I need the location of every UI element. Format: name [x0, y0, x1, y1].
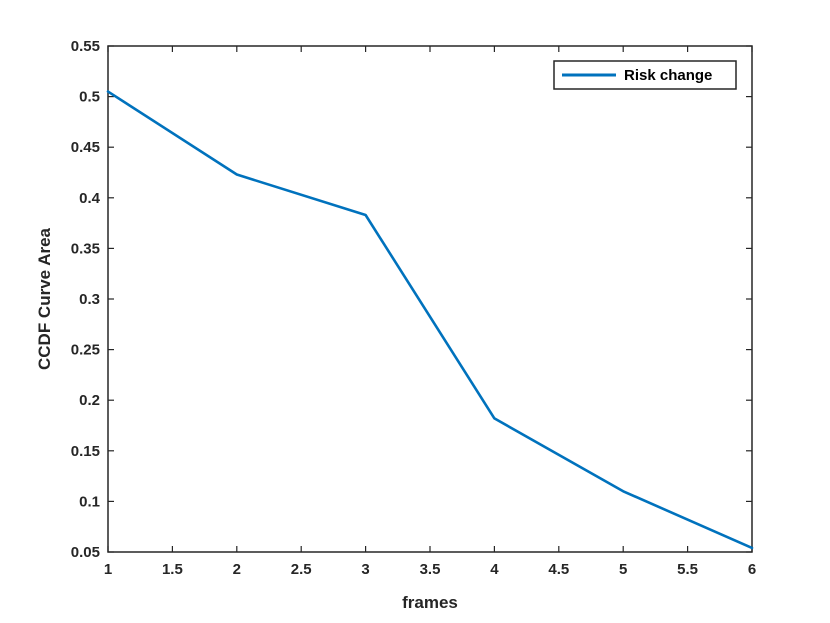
x-tick-label: 3: [361, 561, 369, 578]
x-tick-label: 6: [748, 561, 756, 578]
x-tick-label: 2: [233, 561, 241, 578]
y-tick-label: 0.45: [71, 139, 100, 156]
legend: Risk change: [553, 60, 737, 90]
x-tick-label: 2.5: [291, 561, 312, 578]
y-axis-ticks: 0.05 0.1 0.15 0.2 0.25 0.3 0.35 0.4 0.45 0.5 0.55: [71, 38, 752, 561]
legend-label-risk-change: Risk change: [624, 67, 712, 84]
y-tick-label: 0.1: [79, 493, 100, 510]
y-tick-label: 0.2: [79, 392, 100, 409]
y-tick-label: 0.55: [71, 38, 100, 55]
plot-frame: [107, 45, 753, 553]
x-tick-label: 5.5: [677, 561, 698, 578]
series-layer: [106, 90, 754, 550]
x-tick-label: 4: [490, 561, 499, 578]
x-axis-ticks: 1 1.5 2 2.5 3 3.5 4 4.5 5 5.5 6: [104, 46, 756, 578]
series-line-risk-change: [106, 90, 754, 550]
y-tick-label: 0.5: [79, 89, 100, 106]
x-axis-title: frames: [402, 593, 458, 612]
y-tick-label: 0.05: [71, 544, 100, 561]
y-tick-label: 0.35: [71, 240, 100, 257]
y-tick-label: 0.4: [79, 190, 101, 207]
x-tick-label: 1.5: [162, 561, 183, 578]
y-axis-title: CCDF Curve Area: [35, 227, 54, 370]
y-tick-label: 0.25: [71, 342, 100, 359]
y-tick-label: 0.3: [79, 291, 100, 308]
x-tick-label: 4.5: [548, 561, 569, 578]
y-tick-label: 0.15: [71, 443, 100, 460]
plot-area: [107, 45, 753, 553]
x-tick-label: 1: [104, 561, 112, 578]
x-tick-label: 3.5: [420, 561, 441, 578]
x-tick-label: 5: [619, 561, 627, 578]
